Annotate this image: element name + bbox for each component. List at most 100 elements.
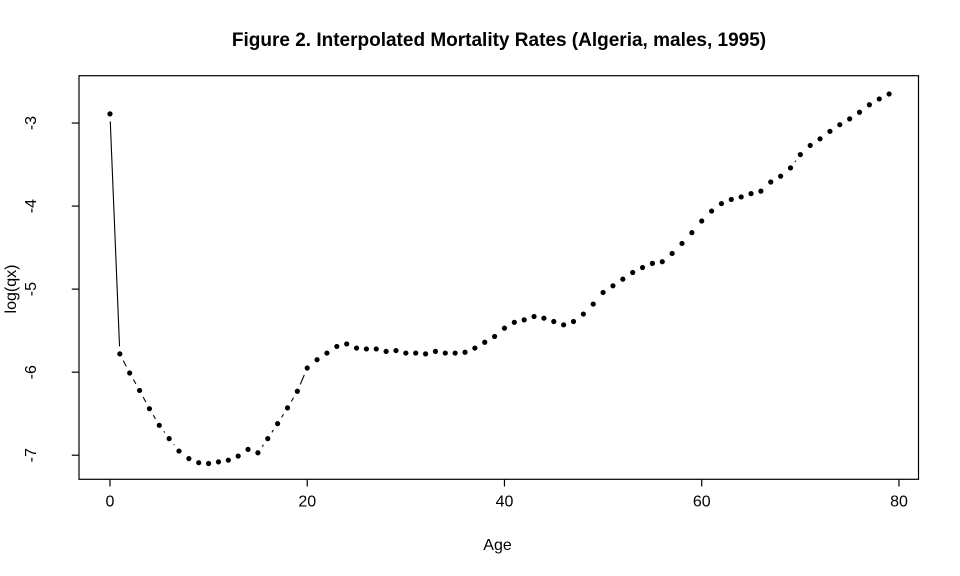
data-point: [600, 289, 606, 296]
data-point: [146, 406, 153, 412]
data-point: [265, 436, 271, 442]
data-point: [472, 345, 478, 351]
data-point: [432, 348, 439, 355]
data-point: [215, 459, 222, 465]
data-point: [837, 122, 843, 128]
x-tick-label: 80: [890, 494, 908, 511]
data-point: [699, 218, 705, 224]
data-point: [649, 260, 656, 266]
connector-segment: [132, 379, 137, 385]
data-point: [787, 165, 794, 171]
data-point: [383, 348, 389, 355]
x-tick-label: 0: [106, 494, 115, 511]
data-point: [521, 317, 527, 323]
data-point: [866, 102, 872, 108]
data-point: [452, 350, 458, 356]
y-tick-label: -4: [23, 199, 40, 213]
data-point: [570, 318, 577, 325]
data-point: [620, 276, 626, 282]
data-point: [817, 136, 823, 142]
plot-area: 0 20 40 60 80 -3 -4 -5 -6 -7: [23, 75, 920, 511]
data-point: [136, 387, 143, 394]
data-point: [511, 319, 517, 325]
y-tick-label: -5: [23, 282, 40, 296]
data-point: [758, 188, 764, 194]
connector-segment: [290, 397, 295, 402]
data-point: [610, 283, 616, 289]
data-point: [748, 191, 754, 197]
data-point: [728, 196, 734, 203]
connector-segment: [173, 444, 175, 446]
data-point: [413, 350, 419, 356]
data-point: [492, 333, 498, 340]
data-point: [225, 457, 231, 463]
data-point: [205, 460, 212, 467]
data-point: [708, 208, 715, 214]
data-point: [176, 448, 182, 454]
data-point: [659, 259, 665, 265]
data-point: [876, 96, 882, 102]
data-point: [531, 313, 537, 320]
connector-segment: [142, 396, 147, 403]
data-point: [156, 422, 162, 428]
connector-segment: [261, 444, 264, 447]
data-point: [196, 460, 202, 466]
data-point: [314, 357, 320, 363]
connector-segment: [163, 431, 166, 433]
data-point: [561, 322, 567, 328]
data-point: [275, 421, 281, 427]
data-point: [856, 109, 863, 115]
data-point: [393, 347, 399, 354]
data-point: [797, 151, 803, 158]
connector-segment: [299, 374, 305, 385]
data-point: [718, 200, 725, 207]
data-point: [442, 350, 448, 356]
x-tick-label: 40: [496, 494, 514, 511]
data-point: [304, 365, 310, 371]
data-point: [639, 264, 646, 271]
data-point: [324, 350, 330, 356]
data-point: [886, 91, 892, 97]
data-point: [768, 179, 774, 185]
x-tick-label: 60: [693, 494, 711, 511]
chart-title: Figure 2. Interpolated Mortality Rates (…: [232, 30, 766, 51]
y-tick-label: -3: [23, 116, 40, 130]
x-axis-label: Age: [483, 537, 512, 554]
data-point: [127, 370, 133, 376]
data-point: [679, 240, 685, 247]
data-point: [166, 436, 172, 442]
data-point: [363, 346, 369, 352]
connector-segment: [271, 429, 274, 433]
data-point: [551, 318, 557, 325]
data-point: [738, 194, 744, 200]
data-point: [422, 351, 429, 357]
data-point: [117, 351, 123, 357]
connector-segment: [109, 121, 121, 347]
y-axis-label: log(qx): [3, 265, 20, 314]
data-point: [669, 250, 675, 257]
data-point: [107, 111, 113, 117]
data-point: [235, 453, 241, 459]
data-point: [294, 388, 300, 394]
data-point: [334, 343, 340, 350]
data-point: [807, 142, 813, 149]
data-point: [541, 315, 547, 321]
data-point: [284, 405, 291, 411]
data-point: [689, 230, 695, 236]
connector-segment: [794, 160, 797, 163]
data-point: [353, 345, 360, 351]
data-point: [580, 311, 586, 317]
data-point: [630, 269, 636, 276]
data-point: [245, 446, 251, 453]
data-point: [255, 450, 261, 456]
connector-segment: [281, 413, 284, 418]
data-point: [778, 173, 784, 179]
data-point: [590, 301, 596, 307]
connector-segment: [122, 360, 127, 367]
data-point: [847, 116, 853, 122]
data-point: [344, 341, 350, 347]
y-tick-label: -6: [23, 365, 40, 379]
y-tick-label: -7: [23, 448, 40, 462]
